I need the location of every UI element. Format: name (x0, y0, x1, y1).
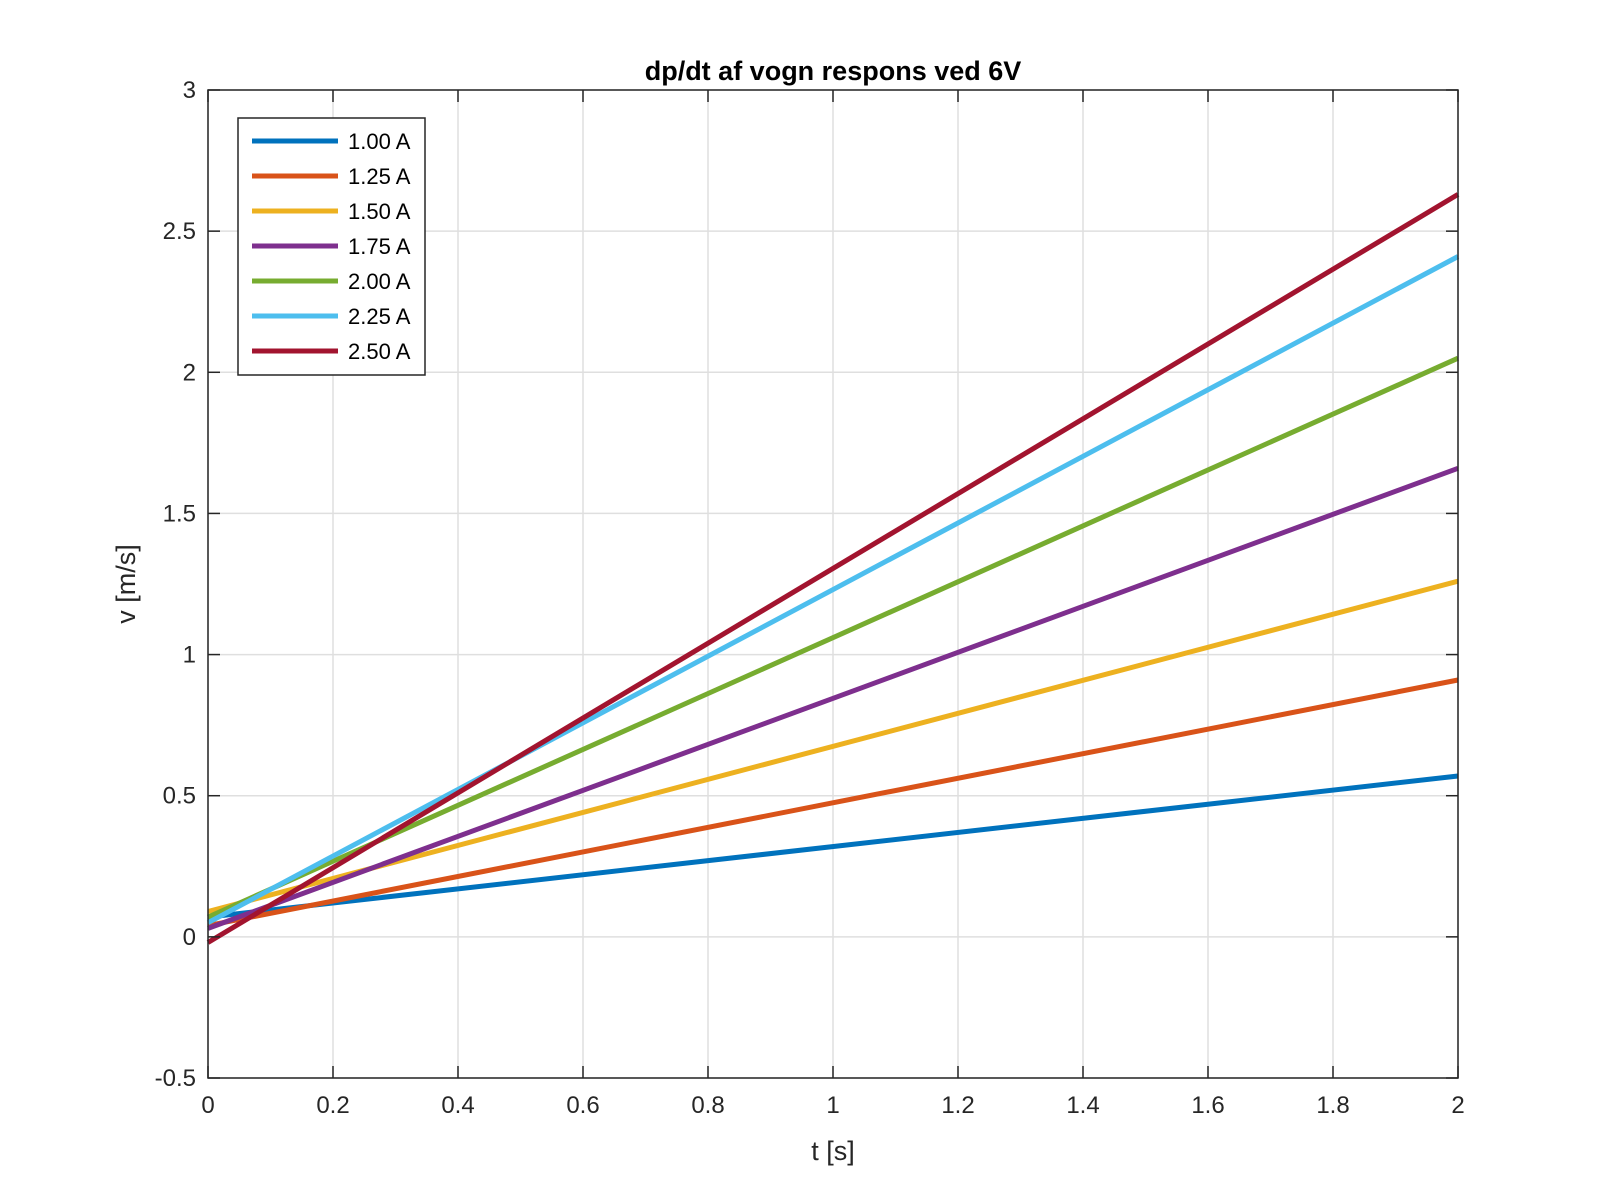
y-tick-label: -0.5 (155, 1065, 196, 1092)
y-tick-label: 2 (183, 359, 196, 386)
y-tick-label: 2.5 (163, 218, 196, 245)
x-tick-label: 0 (201, 1092, 214, 1119)
legend-label: 1.25 A (348, 164, 411, 189)
x-tick-label: 0.2 (316, 1092, 349, 1119)
series-line-1-00-a (207, 773, 1459, 920)
x-tick-label: 1.8 (1316, 1092, 1349, 1119)
series-line-2-25-a (206, 254, 1460, 925)
x-tick-label: 1.6 (1191, 1092, 1224, 1119)
ticks: 0 0.2 0.4 0.6 0.8 1 1.2 1.4 1.6 1.8 2-0.500.511.52… (155, 77, 1465, 1119)
x-tick-label: 0.8 (691, 1092, 724, 1119)
x-axis-label: t [s] (811, 1136, 855, 1166)
series-line-1-75-a (207, 465, 1459, 931)
series-line-2-00-a (206, 355, 1460, 920)
series-line-2-50-a (206, 192, 1460, 945)
x-tick-label: 1.2 (941, 1092, 974, 1119)
y-tick-label: 1.5 (163, 500, 196, 527)
x-tick-label: 1.4 (1066, 1092, 1099, 1119)
legend-label: 1.00 A (348, 129, 411, 154)
y-tick-label: 3 (183, 77, 196, 104)
y-tick-label: 1 (183, 642, 196, 669)
x-tick-label: 1 (826, 1092, 839, 1119)
series-line-1-50-a (207, 578, 1459, 914)
series-line-1-25-a (207, 677, 1459, 929)
x-tick-label: 0.4 (441, 1092, 474, 1119)
legend: 1.00 A 1.25 A 1.50 A 1.75 A 2.00 A 2.25 A 2.50… (237, 117, 426, 376)
legend-label: 2.50 A (348, 339, 411, 364)
x-tick-label: 2 (1451, 1092, 1464, 1119)
legend-label: 2.25 A (348, 304, 411, 329)
y-axis-label: v [m/s] (111, 544, 141, 624)
series-lines (206, 192, 1460, 945)
y-tick-label: 0 (183, 924, 196, 951)
x-tick-label: 0.6 (566, 1092, 599, 1119)
legend-label: 2.00 A (348, 269, 411, 294)
chart-title: dp/dt af vogn respons ved 6V (645, 56, 1022, 86)
legend-label: 1.50 A (348, 199, 411, 224)
legend-label: 1.75 A (348, 234, 411, 259)
y-tick-label: 0.5 (163, 783, 196, 810)
